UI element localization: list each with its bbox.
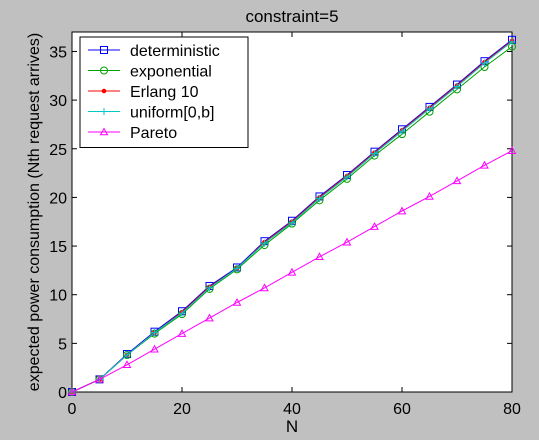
data-point-4 (205, 313, 214, 322)
data-point-4 (315, 252, 324, 261)
data-point-3 (261, 239, 268, 247)
x-tick-label: 60 (393, 401, 411, 418)
data-point-3 (151, 329, 158, 337)
y-tick-label: 25 (49, 142, 67, 159)
data-point-4 (95, 374, 104, 383)
y-tick-label: 15 (49, 239, 67, 256)
data-point-4 (150, 344, 159, 353)
data-point-3 (453, 82, 461, 90)
legend-marker-3 (100, 108, 108, 115)
series-line-4 (71, 150, 513, 393)
legend-box (79, 36, 249, 148)
data-point-4 (67, 387, 77, 396)
y-tick-label: 0 (58, 385, 67, 402)
data-point-4 (507, 146, 517, 155)
data-point-4 (232, 297, 242, 306)
y-tick-label: 10 (49, 288, 67, 305)
data-point-4 (287, 267, 297, 276)
data-point-3 (206, 284, 213, 292)
legend-marker-2 (101, 88, 107, 94)
data-point-3 (288, 219, 296, 227)
data-point-3 (508, 38, 516, 46)
data-point-3 (233, 264, 241, 272)
data-point-3 (178, 309, 186, 317)
legend-label-0: deterministic (130, 43, 220, 60)
data-point-3 (481, 59, 488, 67)
legend-label-2: Erlang 10 (130, 84, 199, 101)
data-point-4 (452, 176, 462, 185)
data-point-3 (398, 127, 406, 135)
y-tick-label: 20 (49, 190, 67, 207)
data-point-4 (425, 191, 434, 200)
chart-title: constraint=5 (245, 7, 338, 26)
legend-marker-4 (99, 127, 109, 136)
legend-label-3: uniform[0,b] (130, 105, 214, 122)
data-point-4 (342, 237, 352, 246)
legend-marker-1 (100, 66, 108, 75)
data-point-4 (122, 360, 132, 369)
x-tick-label: 40 (283, 401, 301, 418)
data-point-4 (177, 329, 187, 337)
legend-label-1: exponential (130, 64, 212, 81)
data-point-3 (426, 105, 433, 113)
data-point-4 (480, 160, 489, 169)
y-tick-label: 35 (49, 44, 67, 61)
data-point-3 (316, 194, 323, 202)
data-point-4 (397, 206, 407, 215)
x-tick-label: 20 (173, 401, 191, 418)
x-tick-label: 80 (503, 401, 521, 418)
legend-label-4: Pareto (130, 125, 177, 142)
data-point-4 (370, 222, 379, 230)
data-point-3 (123, 351, 131, 359)
x-axis-label: N (286, 417, 298, 436)
legend-marker-0 (100, 46, 108, 54)
y-axis-label: expected power consumption (Nth request … (26, 33, 43, 391)
data-point-4 (260, 283, 269, 292)
y-tick-label: 30 (49, 93, 67, 110)
data-point-3 (371, 150, 378, 158)
data-point-3 (343, 173, 351, 181)
y-tick-label: 5 (58, 336, 67, 353)
x-tick-label: 0 (68, 401, 77, 418)
